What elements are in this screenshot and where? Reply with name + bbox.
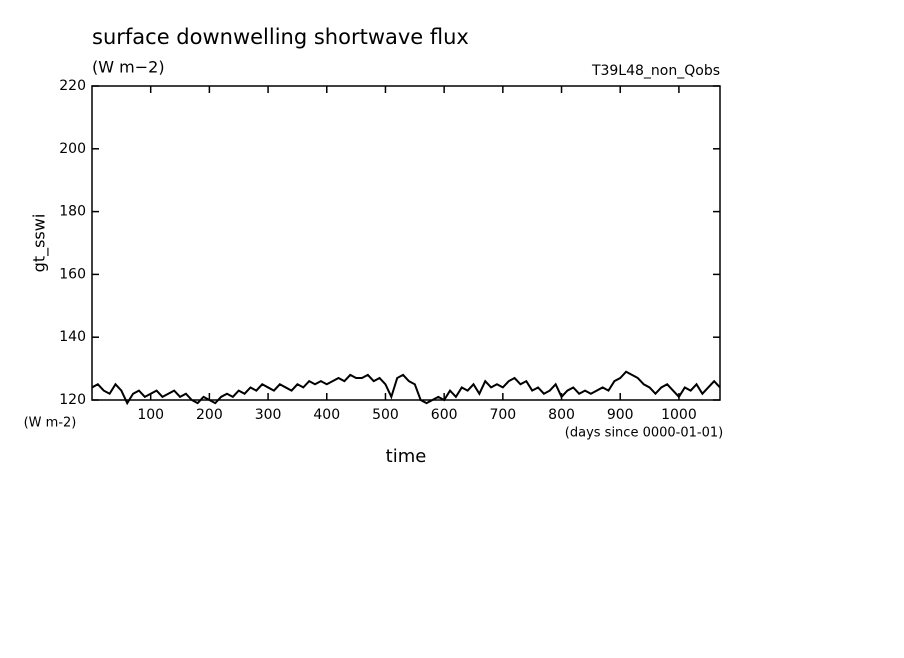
y-tick-label: 180 [59, 204, 86, 220]
chart-title: surface downwelling shortwave flux [92, 25, 469, 49]
x-tick-label: 800 [548, 407, 575, 423]
x-tick-label: 600 [431, 407, 458, 423]
y-tick-label: 120 [59, 392, 86, 408]
y-tick-label: 220 [59, 78, 86, 94]
x-tick-label: 1000 [661, 407, 697, 423]
x-tick-label: 200 [196, 407, 223, 423]
plot-frame [91, 85, 721, 401]
y-tick-label: 140 [59, 329, 86, 345]
y-tick-label: 200 [59, 141, 86, 157]
annotation: T39L48_non_Qobs [591, 63, 720, 79]
y-unit: (W m-2) [24, 416, 77, 431]
x-unit: (days since 0000-01-01) [565, 426, 723, 441]
x-tick-label: 700 [489, 407, 516, 423]
x-tick-label: 400 [313, 407, 340, 423]
x-tick-label: 500 [372, 407, 399, 423]
x-tick-label: 300 [255, 407, 282, 423]
data-line [91, 370, 721, 406]
x-tick-label: 900 [607, 407, 634, 423]
y-tick-label: 160 [59, 266, 86, 282]
x-axis-label: time [386, 446, 427, 467]
chart-subtitle: (W m−2) [92, 58, 165, 77]
x-tick-label: 100 [137, 407, 164, 423]
y-axis-label: gt_sswi [30, 214, 50, 273]
